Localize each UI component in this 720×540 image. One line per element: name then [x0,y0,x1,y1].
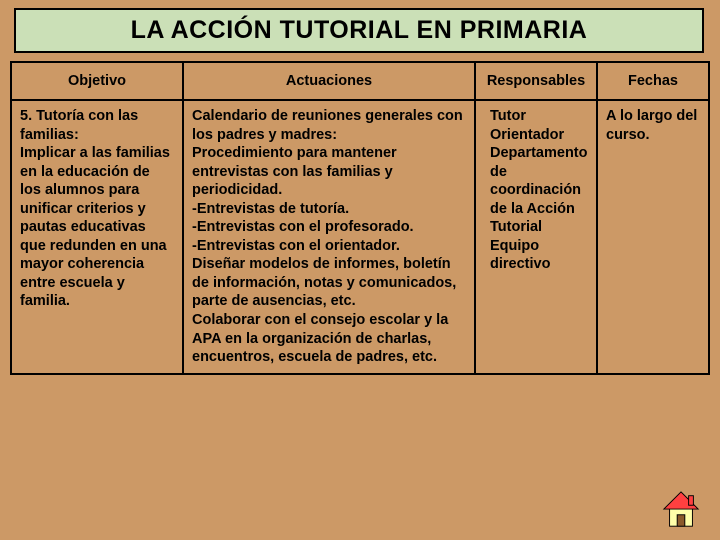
cell-responsables: TutorOrientadorDepartamento de coordinac… [475,100,597,374]
cell-objetivo: 5. Tutoría con las familias:Implicar a l… [11,100,183,374]
col-header-actuaciones: Actuaciones [183,62,475,100]
col-header-responsables: Responsables [475,62,597,100]
table-row: 5. Tutoría con las familias:Implicar a l… [11,100,709,374]
content-table: Objetivo Actuaciones Responsables Fechas… [10,61,710,375]
cell-fechas: A lo largo del curso. [597,100,709,374]
col-header-objetivo: Objetivo [11,62,183,100]
table-header-row: Objetivo Actuaciones Responsables Fechas [11,62,709,100]
col-header-fechas: Fechas [597,62,709,100]
page-title: LA ACCIÓN TUTORIAL EN PRIMARIA [14,8,704,53]
home-icon[interactable] [658,490,704,530]
cell-actuaciones: Calendario de reuniones generales con lo… [183,100,475,374]
